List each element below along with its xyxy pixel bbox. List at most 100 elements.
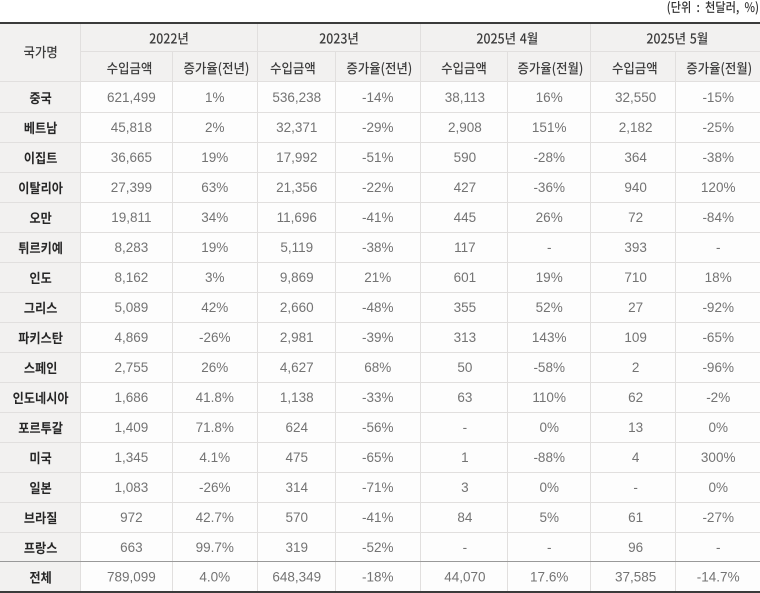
svg-text:62: 62 — [628, 390, 643, 405]
svg-text:-26%: -26% — [199, 480, 231, 495]
svg-text:1,409: 1,409 — [115, 420, 149, 435]
svg-text:32,371: 32,371 — [276, 120, 317, 135]
svg-text:-: - — [716, 240, 721, 255]
svg-text:63: 63 — [457, 390, 472, 405]
svg-text:110%: 110% — [532, 390, 566, 405]
svg-text:-56%: -56% — [362, 420, 394, 435]
svg-text:41.8%: 41.8% — [196, 390, 234, 405]
svg-text:0%: 0% — [539, 420, 559, 435]
svg-text:68%: 68% — [364, 360, 391, 375]
svg-text:27: 27 — [628, 300, 643, 315]
svg-text:4.1%: 4.1% — [199, 450, 230, 465]
svg-text:-: - — [463, 420, 468, 435]
svg-text:109: 109 — [624, 330, 647, 345]
svg-text:-38%: -38% — [702, 150, 734, 165]
svg-text:590: 590 — [454, 150, 477, 165]
svg-text:18%: 18% — [705, 270, 732, 285]
svg-text:2,182: 2,182 — [619, 120, 653, 135]
svg-text:17.6%: 17.6% — [530, 569, 568, 584]
svg-text:-14.7%: -14.7% — [697, 569, 740, 584]
svg-text:-65%: -65% — [362, 450, 394, 465]
svg-text:4,869: 4,869 — [115, 330, 149, 345]
svg-text:21,356: 21,356 — [276, 180, 317, 195]
svg-text:1%: 1% — [205, 90, 225, 105]
svg-text:570: 570 — [286, 510, 309, 525]
svg-text:26%: 26% — [536, 210, 563, 225]
svg-text:-48%: -48% — [362, 300, 394, 315]
svg-text:0%: 0% — [708, 420, 728, 435]
svg-text:0%: 0% — [708, 480, 728, 495]
svg-text:2,755: 2,755 — [115, 360, 149, 375]
svg-text:-15%: -15% — [702, 90, 734, 105]
svg-text:-52%: -52% — [362, 540, 394, 555]
svg-text:601: 601 — [454, 270, 477, 285]
svg-text:34%: 34% — [201, 210, 228, 225]
svg-text:8,283: 8,283 — [115, 240, 149, 255]
svg-text:19%: 19% — [201, 150, 228, 165]
svg-text:32,550: 32,550 — [615, 90, 656, 105]
svg-text:2,660: 2,660 — [280, 300, 314, 315]
svg-text:13: 13 — [628, 420, 643, 435]
svg-text:-58%: -58% — [533, 360, 565, 375]
svg-text:3: 3 — [461, 480, 469, 495]
svg-text:19%: 19% — [201, 240, 228, 255]
svg-text:445: 445 — [454, 210, 477, 225]
svg-text:-: - — [633, 480, 638, 495]
svg-text:0%: 0% — [539, 480, 559, 495]
svg-text:940: 940 — [624, 180, 647, 195]
svg-text:17,992: 17,992 — [276, 150, 317, 165]
svg-text:84: 84 — [457, 510, 473, 525]
svg-text:71.8%: 71.8% — [196, 420, 234, 435]
svg-text:1,686: 1,686 — [115, 390, 149, 405]
svg-text:-39%: -39% — [362, 330, 394, 345]
svg-text:38,113: 38,113 — [445, 90, 485, 105]
svg-text:117: 117 — [454, 240, 476, 255]
svg-text:475: 475 — [286, 450, 309, 465]
svg-text:1,345: 1,345 — [115, 450, 149, 465]
svg-text:5,119: 5,119 — [280, 240, 313, 255]
svg-text:1,138: 1,138 — [280, 390, 314, 405]
svg-text:42%: 42% — [201, 300, 228, 315]
svg-text:-29%: -29% — [362, 120, 394, 135]
svg-text:-: - — [463, 540, 468, 555]
svg-text:355: 355 — [454, 300, 477, 315]
svg-text:45,818: 45,818 — [111, 120, 152, 135]
svg-text:364: 364 — [624, 150, 647, 165]
svg-text:621,499: 621,499 — [107, 90, 156, 105]
svg-text:648,349: 648,349 — [272, 569, 321, 584]
svg-text:-41%: -41% — [362, 210, 394, 225]
svg-text:19%: 19% — [536, 270, 563, 285]
svg-text:37,585: 37,585 — [615, 569, 656, 584]
svg-text:21%: 21% — [364, 270, 391, 285]
svg-text:710: 710 — [624, 270, 647, 285]
svg-text:-41%: -41% — [362, 510, 394, 525]
svg-text:624: 624 — [286, 420, 309, 435]
svg-text:27,399: 27,399 — [111, 180, 152, 195]
svg-text:-14%: -14% — [362, 90, 394, 105]
svg-text:5%: 5% — [539, 510, 559, 525]
svg-text:52%: 52% — [536, 300, 563, 315]
svg-text:789,099: 789,099 — [107, 569, 156, 584]
svg-text:42.7%: 42.7% — [196, 510, 234, 525]
svg-text:151%: 151% — [532, 120, 567, 135]
svg-text:-38%: -38% — [362, 240, 394, 255]
svg-text:16%: 16% — [536, 90, 563, 105]
svg-text:314: 314 — [286, 480, 309, 495]
svg-text:44,070: 44,070 — [444, 569, 485, 584]
svg-text:663: 663 — [120, 540, 143, 555]
svg-text:5,089: 5,089 — [115, 300, 149, 315]
svg-text:2,908: 2,908 — [448, 120, 482, 135]
svg-text:1,083: 1,083 — [115, 480, 149, 495]
svg-text:313: 313 — [454, 330, 477, 345]
svg-text:4,627: 4,627 — [280, 360, 314, 375]
svg-text:-2%: -2% — [706, 390, 730, 405]
svg-text:63%: 63% — [201, 180, 228, 195]
svg-text:61: 61 — [628, 510, 643, 525]
svg-text:-71%: -71% — [362, 480, 394, 495]
svg-text:9,869: 9,869 — [280, 270, 314, 285]
svg-text:972: 972 — [120, 510, 143, 525]
svg-text:19,811: 19,811 — [111, 210, 151, 225]
svg-text:-33%: -33% — [362, 390, 394, 405]
svg-text:26%: 26% — [201, 360, 228, 375]
svg-text:-26%: -26% — [199, 330, 231, 345]
